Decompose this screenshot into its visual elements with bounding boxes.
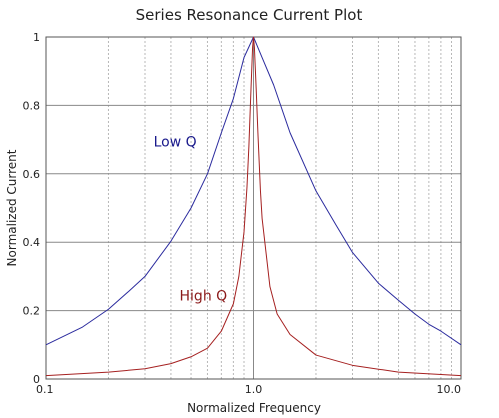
tick-labels: 0 0.2 0.4 0.6 0.8 1 0.1 1.0 10.0 <box>23 31 462 396</box>
chart-title: Series Resonance Current Plot <box>136 6 363 24</box>
y-tick-label: 0.6 <box>23 168 41 181</box>
series-line-high-q <box>45 36 462 377</box>
x-axis-label: Normalized Frequency <box>187 401 321 415</box>
y-axis-label: Normalized Current <box>5 149 19 266</box>
series-lines <box>45 36 462 377</box>
y-tick-label: 0.2 <box>23 305 41 318</box>
x-tick-label: 0.1 <box>36 383 54 396</box>
y-tick-label: 0.8 <box>23 99 41 112</box>
y-tick-label: 0 <box>33 373 40 386</box>
y-tick-label: 1 <box>33 31 40 44</box>
annotation-low-q: Low Q <box>154 134 197 150</box>
x-tick-label: 10.0 <box>437 383 462 396</box>
x-tick-label: 1.0 <box>245 383 263 396</box>
series-line-low-q <box>45 36 462 346</box>
grid <box>45 36 462 380</box>
annotation-high-q: High Q <box>180 288 228 304</box>
y-tick-label: 0.4 <box>23 236 41 249</box>
